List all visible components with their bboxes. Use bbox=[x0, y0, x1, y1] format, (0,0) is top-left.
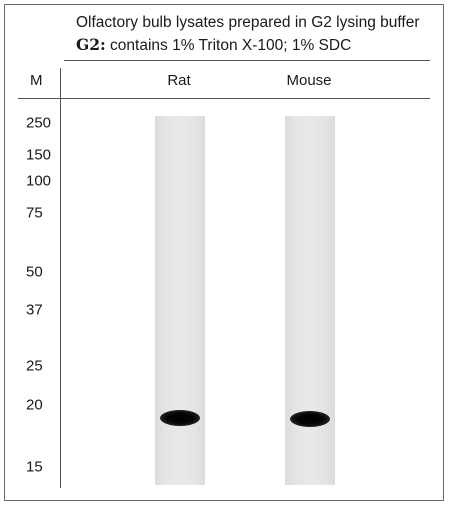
buffer-name: G2: bbox=[76, 35, 106, 54]
title-divider bbox=[64, 60, 430, 61]
lane-rat bbox=[155, 116, 205, 485]
marker-100: 100 bbox=[26, 172, 52, 190]
figure-subtitle: G2: contains 1% Triton X-100; 1% SDC bbox=[76, 35, 351, 55]
marker-50: 50 bbox=[26, 263, 43, 281]
lane-label-rat: Rat bbox=[167, 72, 191, 89]
figure-title: Olfactory bulb lysates prepared in G2 ly… bbox=[76, 14, 420, 31]
band-mouse bbox=[290, 411, 330, 427]
header-divider bbox=[18, 98, 430, 99]
marker-column-header: M bbox=[30, 72, 43, 89]
lane-label-mouse: Mouse bbox=[286, 72, 332, 89]
marker-column-divider bbox=[60, 68, 61, 488]
lane-mouse bbox=[285, 116, 335, 485]
marker-150: 150 bbox=[26, 146, 52, 164]
marker-37: 37 bbox=[26, 301, 43, 319]
marker-25: 25 bbox=[26, 357, 43, 375]
marker-250: 250 bbox=[26, 114, 52, 132]
marker-75: 75 bbox=[26, 204, 43, 222]
marker-15: 15 bbox=[26, 458, 43, 476]
buffer-description: contains 1% Triton X-100; 1% SDC bbox=[105, 37, 352, 54]
marker-20: 20 bbox=[26, 396, 43, 414]
band-rat bbox=[160, 410, 200, 426]
figure-frame bbox=[4, 4, 444, 501]
